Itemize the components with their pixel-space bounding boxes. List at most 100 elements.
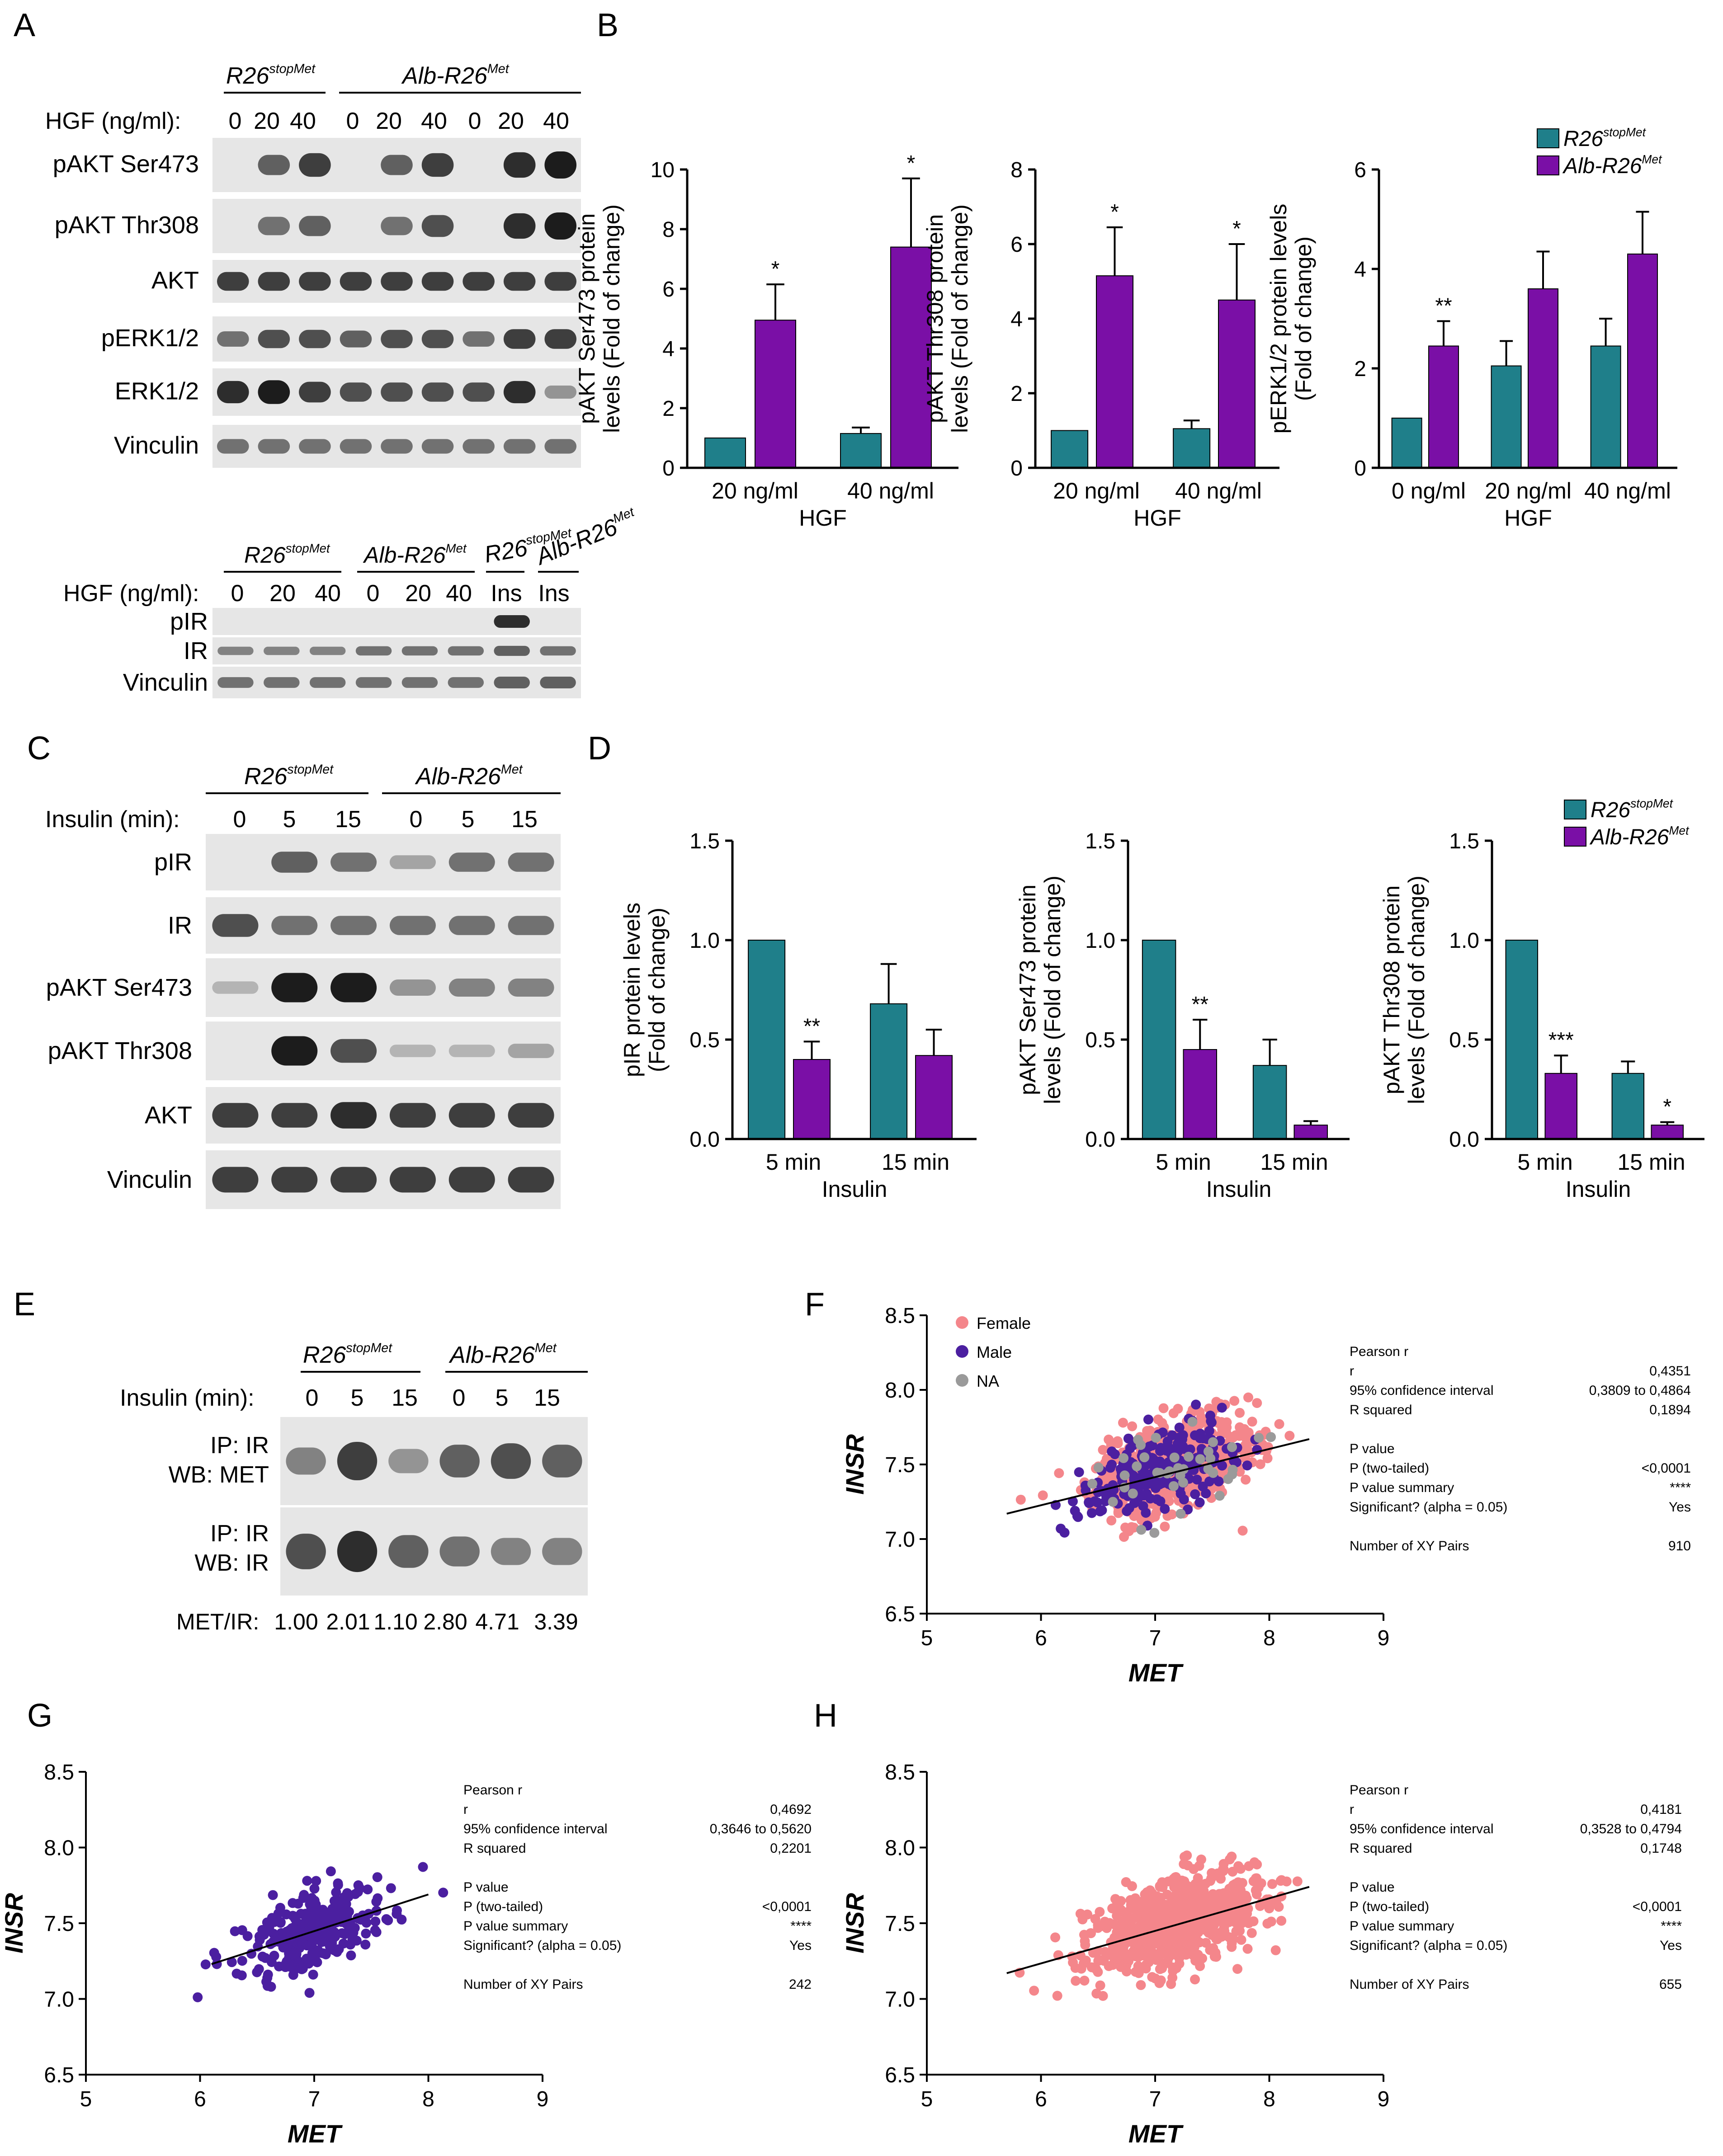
data-point [1158, 1403, 1169, 1413]
wb-label: WB: IR [194, 1550, 269, 1576]
stat-value: **** [790, 1919, 812, 1934]
y-axis-title: pAKT Thr308 protein [922, 214, 948, 423]
blot-band [299, 272, 331, 291]
data-point [1197, 1918, 1207, 1929]
blot-row-a-ir [212, 608, 581, 635]
blot-band [330, 916, 377, 935]
blot-band [508, 978, 554, 997]
data-point [1129, 1498, 1140, 1508]
blot-band [494, 676, 530, 689]
stat-value: 0,3646 to 0,5620 [710, 1822, 812, 1836]
x-axis-title: HGF [1504, 505, 1552, 531]
bar-r26 [1491, 365, 1522, 468]
data-point [1198, 1481, 1208, 1492]
data-point [1191, 1909, 1202, 1919]
data-point [290, 1913, 300, 1924]
blot-band [286, 1447, 326, 1475]
bar-chart-B2 [1051, 275, 1256, 468]
data-point [1237, 1525, 1248, 1536]
y-tick-label: 0.0 [1085, 1128, 1115, 1152]
insulin-label: Insulin (min): [120, 1385, 255, 1411]
data-point [1143, 1414, 1153, 1425]
genotype-alb-r26met: Alb-R26Met [415, 763, 523, 790]
blot-band [299, 216, 331, 236]
data-point [1108, 1497, 1118, 1507]
blot-band [448, 1167, 495, 1193]
data-point [346, 1921, 356, 1931]
data-point [1079, 1975, 1090, 1986]
x-axis-title: MET [1128, 1658, 1184, 1687]
blot-band [217, 272, 249, 291]
data-point [1143, 1953, 1153, 1963]
blot-band [544, 439, 577, 454]
y-tick-label: 2 [662, 397, 675, 421]
data-point [1139, 1452, 1150, 1463]
data-point [397, 1914, 407, 1925]
bar-alb [755, 320, 796, 468]
blot-band [544, 272, 577, 291]
blot-band [508, 852, 554, 872]
blot-band [491, 1443, 531, 1479]
lane-label: 40 [446, 580, 472, 607]
data-point [1160, 1504, 1170, 1514]
stat-value: 655 [1659, 1977, 1682, 1992]
panel-letter-E: E [14, 1286, 35, 1323]
data-point [338, 1938, 349, 1949]
data-point [1255, 1901, 1265, 1911]
data-point [1133, 1435, 1143, 1445]
bar-alb [1528, 288, 1558, 468]
data-point [370, 1925, 380, 1935]
y-tick-label: 8.5 [885, 1304, 915, 1328]
bar-alb [1096, 275, 1133, 468]
data-point [1191, 1399, 1201, 1410]
blot-band [542, 1538, 582, 1565]
data-point [1145, 1896, 1156, 1906]
ratio-value: 4.71 [475, 1609, 519, 1634]
data-point [1121, 1966, 1132, 1977]
data-point [211, 1952, 222, 1962]
data-point [1161, 1909, 1171, 1920]
data-point [1141, 1963, 1151, 1974]
data-point [1166, 1979, 1176, 1989]
blot-band [271, 916, 318, 935]
bar-r26 [1391, 418, 1422, 468]
y-tick-label: 4 [1354, 258, 1366, 282]
blot-row-label: pAKT Thr308 [48, 1037, 192, 1064]
x-axis-title: HGF [799, 505, 847, 531]
lane-label: 40 [543, 108, 569, 134]
blot-band [494, 615, 530, 628]
data-point [1235, 1915, 1245, 1925]
blot-band [463, 272, 495, 291]
panel-letter-G: G [27, 1698, 52, 1734]
blot-row-a [212, 368, 581, 416]
blot-row-c [206, 1087, 561, 1144]
data-point [1154, 1896, 1164, 1906]
data-point [1071, 1976, 1081, 1986]
bar-r26 [1505, 940, 1539, 1139]
stat-label: 95% confidence interval [1350, 1822, 1494, 1836]
blot-row-label: pAKT Ser473 [53, 151, 199, 178]
wb-label: WB: MET [169, 1462, 269, 1488]
stat-value: 242 [789, 1977, 812, 1992]
bar-chart-B1 [704, 246, 932, 468]
y-tick-label: 2 [1010, 382, 1023, 406]
blot-band [503, 329, 536, 349]
blot-band [271, 1036, 318, 1066]
data-point [325, 1913, 335, 1923]
data-point [1217, 1460, 1227, 1471]
data-point [1086, 1962, 1097, 1972]
lane-label: 20 [498, 108, 524, 134]
stat-value: 0,2201 [770, 1841, 812, 1856]
data-point [1205, 1945, 1215, 1955]
data-point [1194, 1497, 1205, 1507]
data-point [1098, 1991, 1108, 2001]
data-point [1138, 1947, 1148, 1957]
data-point [1144, 1906, 1154, 1916]
blot-band [494, 645, 530, 656]
data-point [263, 1969, 273, 1980]
stat-label: P value summary [463, 1919, 568, 1934]
x-tick-label: 5 [921, 1626, 933, 1650]
data-point [1100, 1496, 1111, 1506]
stat-value: 0,4351 [1649, 1364, 1691, 1379]
scatter-G [193, 1862, 448, 2002]
